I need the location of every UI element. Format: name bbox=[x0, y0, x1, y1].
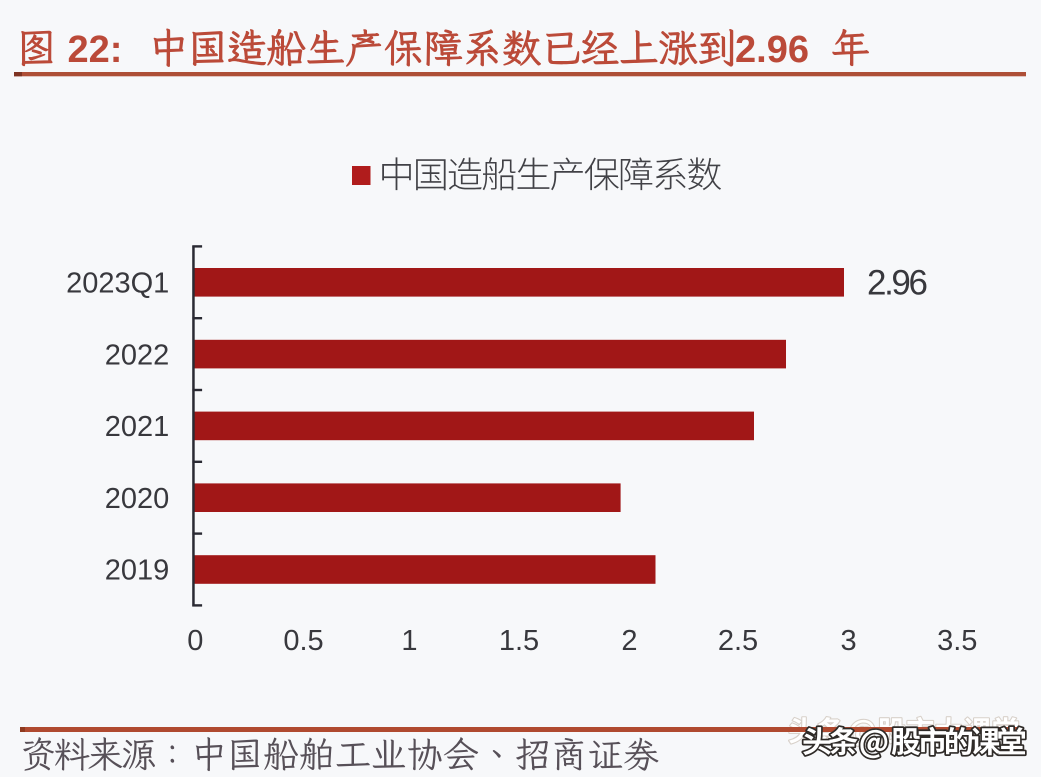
svg-text:0.5: 0.5 bbox=[283, 625, 323, 657]
svg-text:2019: 2019 bbox=[105, 555, 170, 587]
svg-text:1: 1 bbox=[401, 625, 417, 657]
svg-text:3.5: 3.5 bbox=[937, 625, 977, 657]
svg-text:22:: 22: bbox=[68, 29, 123, 71]
svg-text:2.96: 2.96 bbox=[735, 29, 809, 71]
svg-text:0: 0 bbox=[187, 625, 203, 657]
svg-text:2.96: 2.96 bbox=[867, 263, 926, 302]
svg-text:2020: 2020 bbox=[105, 483, 170, 515]
svg-text:2.5: 2.5 bbox=[718, 625, 758, 657]
svg-text:2022: 2022 bbox=[105, 339, 170, 371]
svg-text:2021: 2021 bbox=[105, 411, 170, 443]
svg-text:1.5: 1.5 bbox=[499, 625, 539, 657]
svg-text:3: 3 bbox=[841, 625, 857, 657]
svg-text:2: 2 bbox=[621, 625, 637, 657]
svg-text:2023Q1: 2023Q1 bbox=[66, 268, 169, 300]
